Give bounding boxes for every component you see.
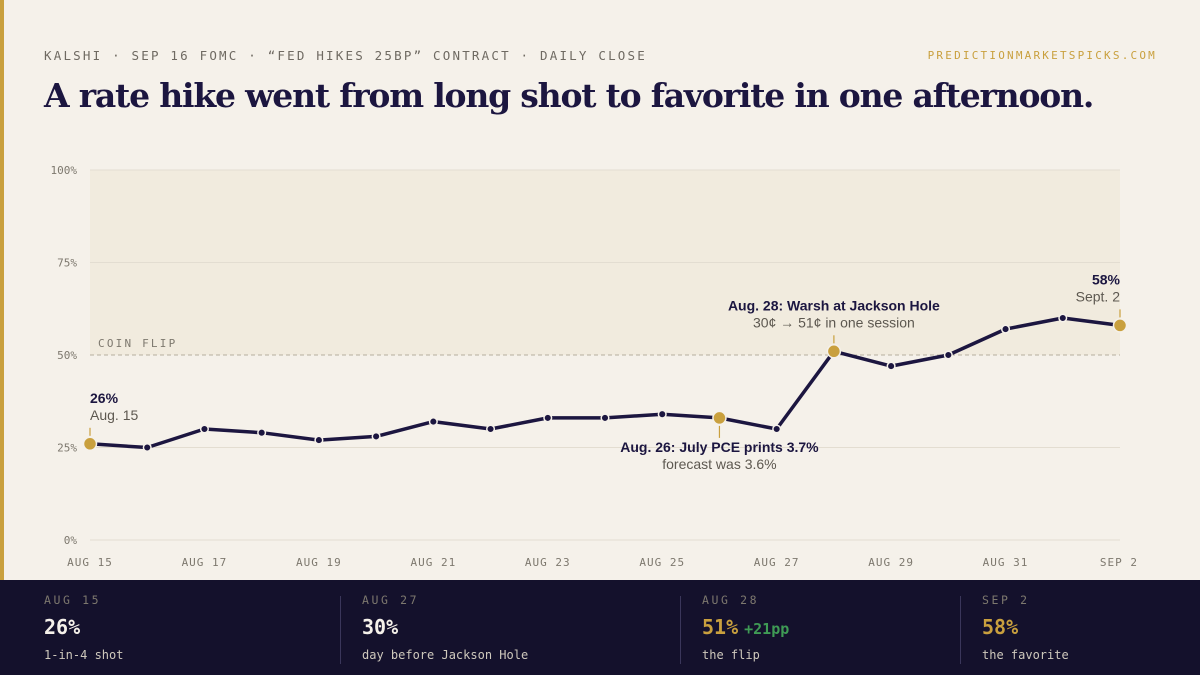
annotation-title: Aug. 26: July PCE prints 3.7% bbox=[620, 439, 819, 455]
data-point bbox=[600, 413, 610, 423]
data-point bbox=[142, 442, 152, 453]
kicker: KALSHI · SEP 16 FOMC · “FED HIKES 25BP” … bbox=[44, 48, 647, 63]
annotation-subtitle: 30¢ → 51¢ in one session bbox=[753, 314, 915, 330]
stat-aug-15: AUG 15 26% 1-in-4 shot bbox=[0, 580, 340, 675]
data-point bbox=[772, 424, 782, 434]
y-tick-label: 75% bbox=[57, 257, 77, 270]
stat-divider bbox=[680, 596, 681, 664]
x-tick-label: AUG 25 bbox=[639, 556, 685, 569]
x-tick-label: AUG 31 bbox=[983, 556, 1029, 569]
y-tick-label: 50% bbox=[57, 349, 77, 362]
stat-value: 58% bbox=[982, 615, 1019, 639]
data-point bbox=[314, 435, 324, 445]
annotation-title: 58% bbox=[1092, 271, 1121, 287]
stat-value: 30% bbox=[362, 615, 399, 639]
y-tick-label: 100% bbox=[51, 164, 78, 177]
stat-caption: 1-in-4 shot bbox=[44, 648, 124, 662]
stat-date: SEP 2 bbox=[982, 593, 1030, 607]
stat-sep-2: SEP 2 58% the favorite bbox=[960, 580, 1200, 675]
y-tick-label: 0% bbox=[64, 534, 78, 547]
data-point bbox=[371, 431, 381, 441]
x-tick-label: AUG 21 bbox=[410, 556, 456, 569]
data-point bbox=[1001, 324, 1011, 334]
annotation-subtitle: Sept. 2 bbox=[1076, 288, 1121, 304]
stat-date: AUG 27 bbox=[362, 593, 420, 607]
stat-caption: the favorite bbox=[982, 648, 1069, 662]
annotation-subtitle: Aug. 15 bbox=[90, 407, 138, 423]
x-tick-label: AUG 27 bbox=[754, 556, 800, 569]
stat-divider bbox=[960, 596, 961, 664]
annotation-title: 26% bbox=[90, 390, 119, 406]
highlight-point bbox=[712, 410, 727, 426]
line-chart: 0% 25% 50% 75% 100% COIN FLIP AUG 15 AUG 17 AUG … bbox=[51, 164, 1138, 569]
annotation-title: Aug. 28: Warsh at Jackson Hole bbox=[728, 297, 940, 313]
headline: A rate hike went from long shot to favor… bbox=[44, 76, 1094, 115]
stat-aug-28: AUG 28 51% +21pp the flip bbox=[680, 580, 960, 675]
x-tick-label: AUG 23 bbox=[525, 556, 571, 569]
highlight-point bbox=[1112, 318, 1128, 333]
x-tick-label: AUG 29 bbox=[868, 556, 914, 569]
x-tick-label: AUG 15 bbox=[67, 556, 113, 569]
data-point bbox=[886, 361, 896, 371]
data-point bbox=[486, 424, 496, 434]
x-tick-label: AUG 17 bbox=[182, 556, 228, 569]
annotation-subtitle: forecast was 3.6% bbox=[662, 456, 776, 472]
data-point bbox=[543, 413, 553, 423]
highlight-point bbox=[82, 436, 98, 452]
stat-date: AUG 28 bbox=[702, 593, 760, 607]
stat-divider bbox=[340, 596, 341, 664]
data-point bbox=[657, 409, 667, 419]
data-point bbox=[943, 350, 953, 360]
stat-aug-27: AUG 27 30% day before Jackson Hole bbox=[340, 580, 680, 675]
stat-value: 26% bbox=[44, 615, 81, 639]
data-point bbox=[257, 428, 267, 438]
data-point bbox=[1058, 313, 1068, 323]
x-tick-label: SEP 2 bbox=[1100, 556, 1138, 569]
x-tick-label: AUG 19 bbox=[296, 556, 342, 569]
stat-date: AUG 15 bbox=[44, 593, 102, 607]
y-tick-label: 25% bbox=[57, 442, 77, 455]
data-point bbox=[428, 417, 438, 427]
stat-change: +21pp bbox=[744, 620, 790, 638]
stat-caption: day before Jackson Hole bbox=[362, 648, 529, 662]
stats-footer: AUG 15 26% 1-in-4 shot AUG 27 30% day be… bbox=[0, 580, 1200, 675]
data-point bbox=[199, 424, 209, 434]
reference-line-label: COIN FLIP bbox=[98, 337, 177, 350]
stat-caption: the flip bbox=[702, 648, 760, 662]
source-link[interactable]: PREDICTIONMARKETSPICKS.COM bbox=[927, 49, 1157, 62]
highlight-point bbox=[826, 344, 842, 359]
accent-bar bbox=[0, 0, 4, 580]
stat-value: 51% +21pp bbox=[702, 615, 790, 639]
